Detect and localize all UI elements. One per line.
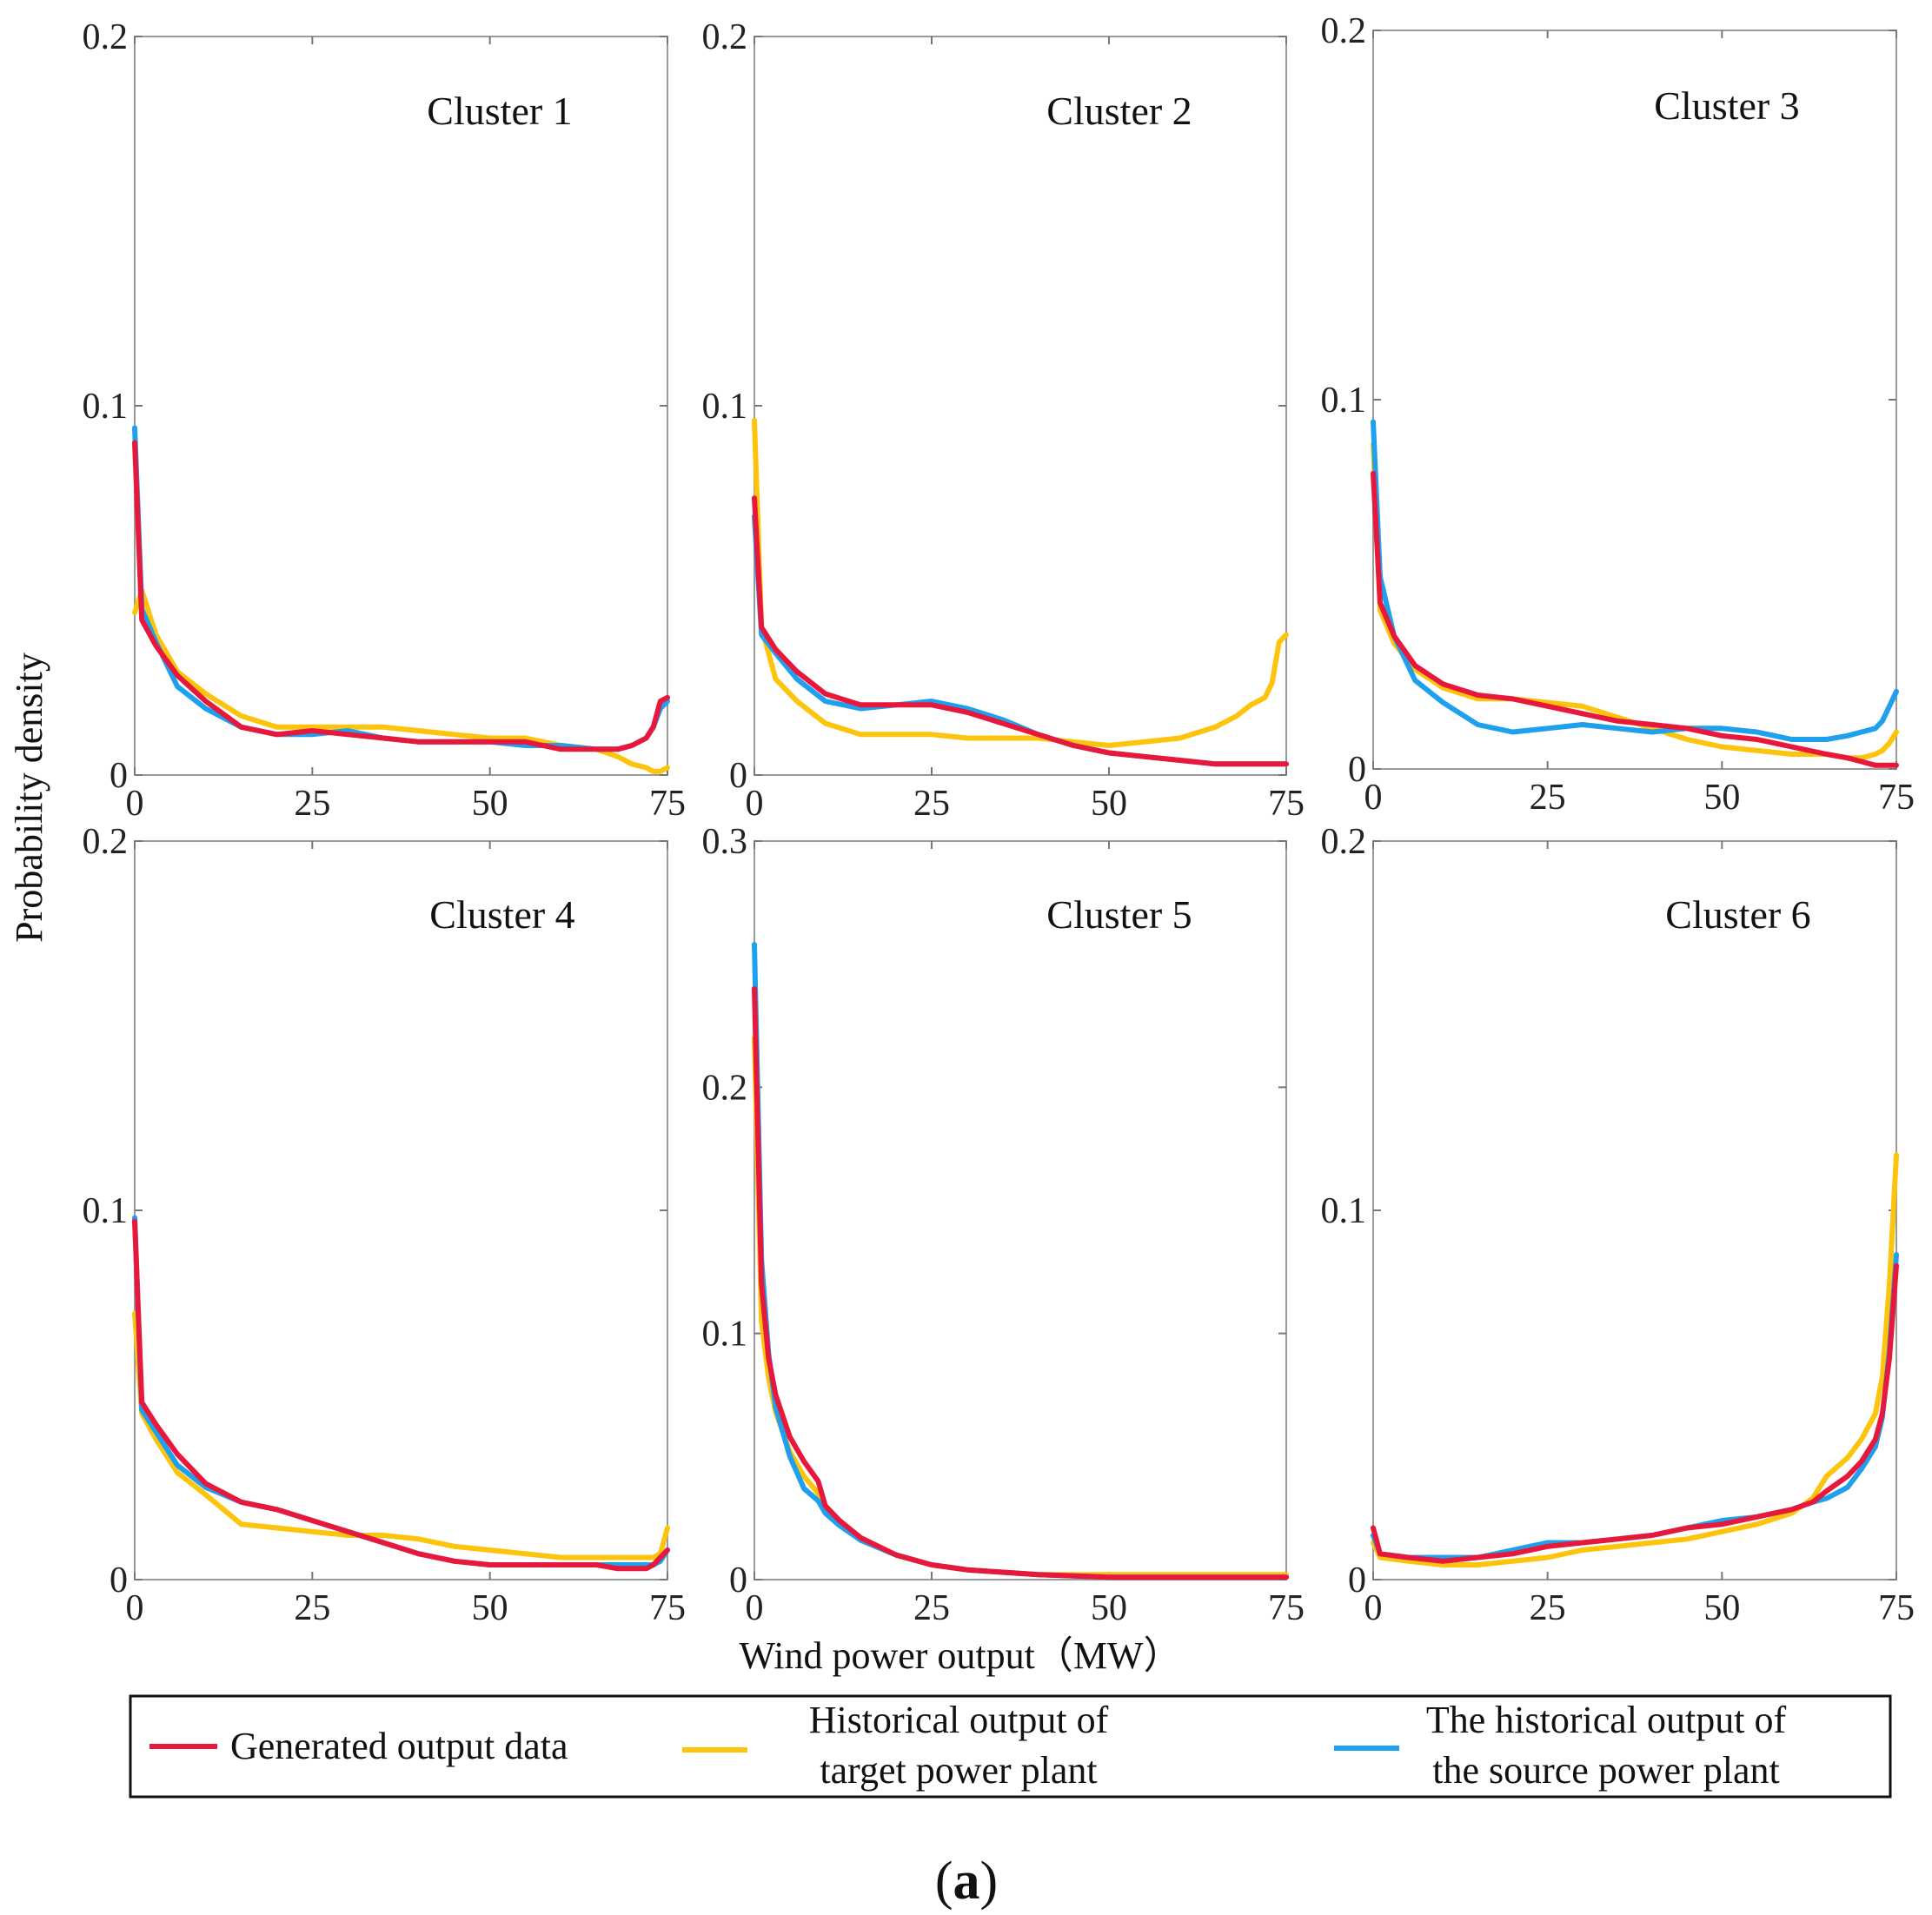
- x-tick-label: 75: [649, 1588, 686, 1628]
- cluster-title: Cluster 2: [1046, 89, 1192, 133]
- y-tick-label: 0.1: [1321, 1191, 1367, 1231]
- chart-panel-3: 0 0.1 0.2 0 25 50 75 Cluster 3: [1321, 11, 1915, 818]
- x-tick-label: 50: [472, 784, 508, 824]
- figure-caption: (a): [935, 1852, 998, 1911]
- x-tick-label: 0: [746, 784, 764, 824]
- x-tick-label: 0: [126, 784, 144, 824]
- y-tick-label: 0.2: [1321, 11, 1367, 51]
- x-tick-label: 0: [126, 1588, 144, 1628]
- x-tick-label: 25: [1530, 1588, 1566, 1628]
- plot-frame-2: [754, 36, 1287, 776]
- x-tick-label: 0: [1364, 1588, 1383, 1628]
- chart-panel-5: 0 0.1 0.2 0.3 0 25 50 75 Cluster 5: [702, 822, 1305, 1628]
- series-line-generated: [1371, 1262, 1899, 1564]
- x-tick-label: 75: [1268, 1588, 1305, 1628]
- y-tick-label: 0.2: [702, 17, 748, 57]
- series-line-generated: [752, 495, 1289, 767]
- cluster-title: Cluster 4: [429, 892, 574, 937]
- y-axis-title: Probability density: [8, 653, 50, 943]
- legend-label-target-line2: target power plant: [820, 1749, 1097, 1792]
- x-tick-label: 25: [913, 784, 950, 824]
- series-line-generated: [1371, 471, 1899, 768]
- y-tick-label: 0.1: [83, 1191, 129, 1231]
- legend-label-source-line2: the source power plant: [1432, 1749, 1780, 1792]
- series-line-target: [1371, 1152, 1899, 1567]
- x-tick-label: 25: [1530, 778, 1566, 818]
- plot-frame-4: [134, 840, 668, 1580]
- y-tick-label: 0.1: [702, 1315, 748, 1355]
- y-tick-label: 0: [1348, 750, 1366, 790]
- chart-panel-4: 0 0.1 0.2 0 25 50 75 Cluster 4: [83, 822, 687, 1628]
- cluster-title: Cluster 3: [1654, 83, 1799, 128]
- chart-panel-2: 0 0.1 0.2 0 25 50 75 Cluster 2: [702, 17, 1305, 824]
- y-tick-label: 0.2: [83, 822, 129, 862]
- cluster-title: Cluster 6: [1665, 892, 1810, 937]
- x-tick-label: 50: [1091, 1588, 1127, 1628]
- series-line-generated: [132, 1218, 670, 1572]
- y-tick-label: 0.1: [83, 387, 129, 427]
- y-tick-label: 0: [729, 1560, 747, 1600]
- plot-frame-5: [754, 840, 1287, 1580]
- series-line-generated: [752, 986, 1289, 1580]
- y-tick-label: 0.2: [702, 1068, 748, 1108]
- x-tick-label: 25: [913, 1588, 950, 1628]
- y-tick-label: 0.1: [1321, 381, 1367, 421]
- chart-panel-1: 0 0.1 0.2 0 25 50 75 Cluster 1: [83, 17, 687, 824]
- x-tick-label: 75: [1878, 778, 1915, 818]
- y-tick-label: 0: [110, 1560, 128, 1600]
- x-tick-label: 50: [472, 1588, 508, 1628]
- x-tick-label: 25: [294, 1588, 330, 1628]
- cluster-title: Cluster 5: [1046, 892, 1192, 937]
- y-tick-label: 0.2: [1321, 822, 1367, 862]
- legend: Generated output data Historical output …: [129, 1694, 1892, 1799]
- x-tick-label: 50: [1703, 778, 1740, 818]
- x-tick-label: 75: [1878, 1588, 1915, 1628]
- caption-open: (: [935, 1852, 953, 1911]
- y-tick-label: 0: [110, 756, 128, 796]
- legend-box: [129, 1694, 1892, 1799]
- legend-label-generated: Generated output data: [230, 1725, 568, 1767]
- y-tick-label: 0.2: [83, 17, 129, 57]
- series-line-source: [1371, 419, 1899, 742]
- plot-frame-3: [1372, 30, 1897, 770]
- y-tick-label: 0.1: [702, 387, 748, 427]
- y-tick-label: 0: [1348, 1560, 1366, 1600]
- plot-frame-6: [1372, 840, 1897, 1580]
- caption-close: ): [980, 1852, 999, 1911]
- series-line-target: [132, 1311, 670, 1560]
- y-tick-label: 0.3: [702, 822, 748, 862]
- x-tick-label: 25: [294, 784, 330, 824]
- caption-letter: a: [953, 1852, 980, 1911]
- series-line-target: [1371, 441, 1899, 761]
- x-tick-label: 75: [1268, 784, 1305, 824]
- legend-label-target-line1: Historical output of: [809, 1699, 1109, 1741]
- chart-panel-6: 0 0.1 0.2 0 25 50 75 Cluster 6: [1321, 822, 1915, 1628]
- x-tick-label: 0: [1364, 778, 1383, 818]
- x-tick-label: 50: [1703, 1588, 1740, 1628]
- plot-frame-1: [134, 36, 668, 776]
- cluster-title: Cluster 1: [427, 89, 572, 133]
- x-tick-label: 75: [649, 784, 686, 824]
- legend-label-source-line1: The historical output of: [1426, 1699, 1787, 1741]
- series-line-target: [132, 587, 670, 774]
- series-line-generated: [132, 440, 670, 752]
- y-tick-label: 0: [729, 756, 747, 796]
- x-tick-label: 0: [746, 1588, 764, 1628]
- x-axis-title: Wind power output（MW）: [739, 1634, 1181, 1677]
- x-tick-label: 50: [1091, 784, 1127, 824]
